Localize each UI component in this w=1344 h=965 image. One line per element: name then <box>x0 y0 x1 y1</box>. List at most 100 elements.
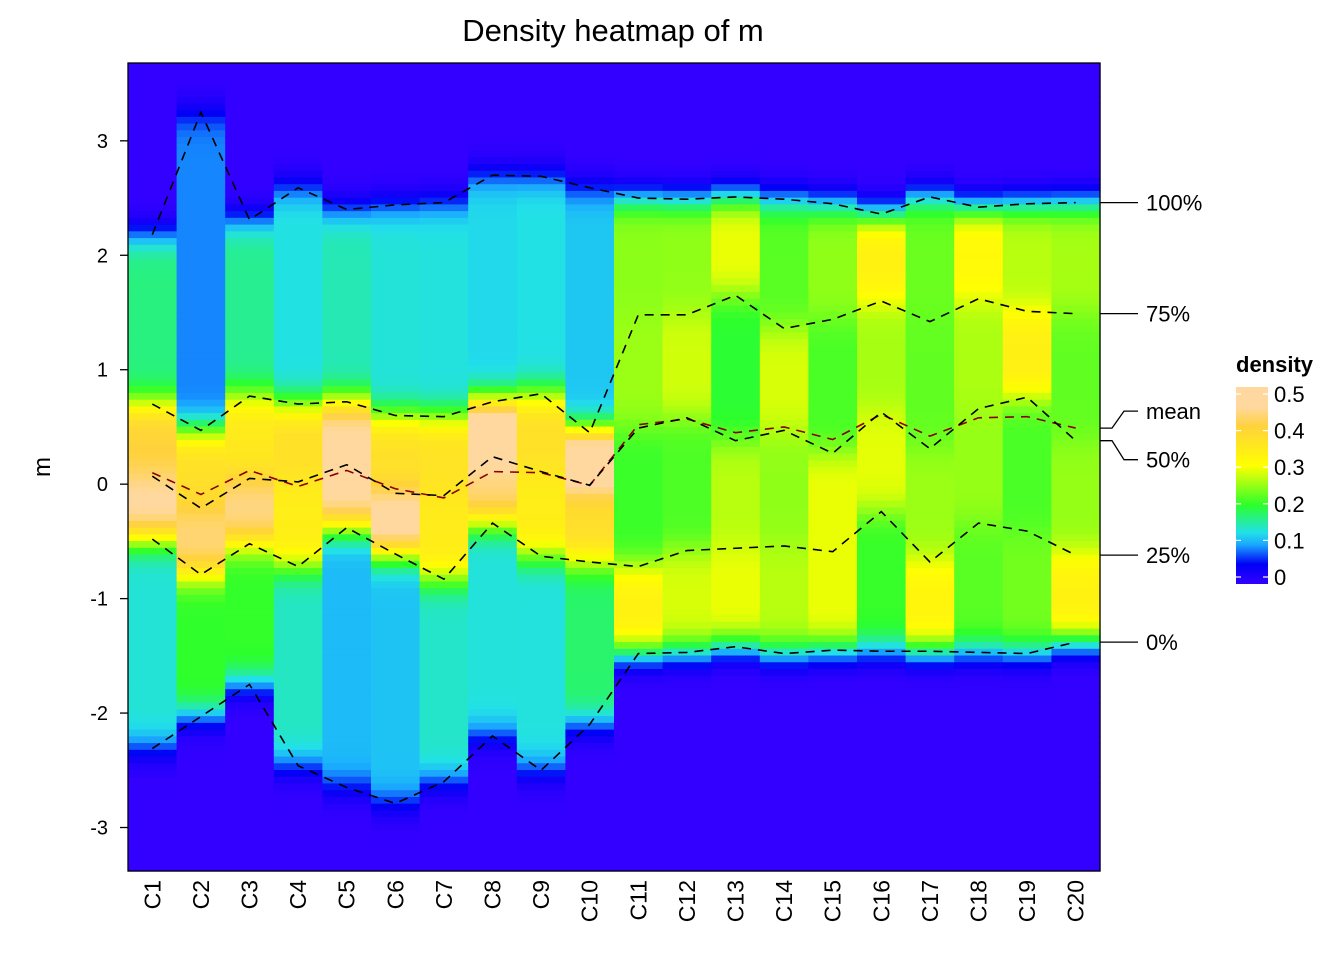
heatmap-cell <box>614 305 664 313</box>
heatmap-cell <box>565 514 615 522</box>
heatmap-cell <box>1051 150 1101 158</box>
heatmap-cell <box>371 190 421 199</box>
heatmap-cell <box>322 770 372 778</box>
heatmap-cell <box>1002 857 1052 865</box>
heatmap-cell <box>516 123 566 131</box>
heatmap-cell <box>322 776 372 785</box>
heatmap-cell <box>273 103 323 111</box>
heatmap-cell <box>371 514 421 522</box>
heatmap-cell <box>128 857 178 865</box>
legend-tick-label: 0 <box>1274 565 1286 590</box>
heatmap-cell <box>273 722 323 731</box>
heatmap-cell <box>1002 621 1052 630</box>
heatmap-cell <box>662 790 712 798</box>
heatmap-cell <box>225 541 275 549</box>
heatmap-cell <box>371 763 421 771</box>
heatmap-cell <box>662 514 712 522</box>
heatmap-cell <box>759 96 809 104</box>
heatmap-cell <box>905 359 955 367</box>
heatmap-cell <box>711 669 761 677</box>
heatmap-cell <box>808 372 858 381</box>
heatmap-cell <box>468 594 518 603</box>
heatmap-cell <box>711 170 761 179</box>
heatmap-cell <box>225 534 275 542</box>
heatmap-cell <box>516 480 566 488</box>
heatmap-cell <box>759 164 809 172</box>
heatmap-cell <box>1002 669 1052 677</box>
heatmap-cell <box>565 844 615 852</box>
heatmap-cell <box>371 157 421 165</box>
heatmap-cell <box>371 662 421 670</box>
heatmap-cell <box>808 130 858 138</box>
heatmap-cell <box>565 722 615 731</box>
heatmap-cell <box>128 137 178 145</box>
heatmap-cell <box>662 103 712 111</box>
heatmap-cell <box>176 756 226 764</box>
heatmap-cell <box>662 850 712 859</box>
heatmap-cell <box>565 224 615 232</box>
heatmap-cell <box>905 467 955 475</box>
heatmap-cell <box>176 157 226 165</box>
heatmap-cell <box>128 655 178 663</box>
heatmap-cell <box>905 615 955 623</box>
heatmap-cell <box>954 480 1004 488</box>
heatmap-cell <box>759 615 809 623</box>
heatmap-cell <box>711 244 761 253</box>
heatmap-cell <box>1002 137 1052 145</box>
x-tick-label: C7 <box>431 880 457 909</box>
heatmap-cell <box>759 251 809 259</box>
heatmap-cell <box>176 682 226 690</box>
heatmap-cell <box>808 864 858 872</box>
heatmap-cell <box>759 157 809 165</box>
heatmap-cell <box>954 69 1004 78</box>
heatmap-cell <box>808 561 858 569</box>
heatmap-cell <box>1051 157 1101 165</box>
heatmap-cell <box>468 123 518 131</box>
x-tick-label: C18 <box>966 880 992 922</box>
heatmap-cell <box>759 736 809 744</box>
heatmap-cell <box>954 682 1004 690</box>
heatmap-cell <box>468 823 518 832</box>
heatmap-cell <box>711 265 761 273</box>
heatmap-cell <box>176 790 226 798</box>
heatmap-cell <box>322 594 372 603</box>
heatmap-cell <box>857 648 907 657</box>
legend-tick-label: 0.3 <box>1274 455 1305 480</box>
heatmap-cell <box>516 103 566 111</box>
heatmap-cell <box>1002 601 1052 609</box>
heatmap-cell <box>1002 756 1052 764</box>
heatmap-cell <box>1002 453 1052 461</box>
heatmap-cell <box>468 453 518 461</box>
heatmap-cell <box>905 177 955 185</box>
heatmap-cell <box>905 487 955 495</box>
heatmap-cell <box>954 635 1004 643</box>
heatmap-cell <box>614 318 664 327</box>
heatmap-cell <box>711 850 761 859</box>
heatmap-cell <box>614 177 664 185</box>
heatmap-cell <box>662 211 712 219</box>
heatmap-cell <box>516 372 566 381</box>
heatmap-cell <box>225 588 275 596</box>
heatmap-cell <box>857 379 907 387</box>
heatmap-cell <box>1051 406 1101 414</box>
heatmap-cell <box>759 116 809 125</box>
heatmap-cell <box>516 709 566 717</box>
heatmap-cell <box>614 621 664 630</box>
heatmap-cell <box>614 426 664 434</box>
heatmap-cell <box>176 103 226 111</box>
heatmap-cell <box>614 716 664 724</box>
heatmap-cell <box>419 594 469 603</box>
heatmap-cell <box>225 473 275 482</box>
heatmap-cell <box>662 110 712 118</box>
heatmap-cell <box>905 716 955 724</box>
x-tick-label: C20 <box>1063 880 1089 922</box>
heatmap-cell <box>1051 332 1101 340</box>
heatmap-cell <box>419 662 469 670</box>
heatmap-cell <box>954 857 1004 865</box>
heatmap-cell <box>1051 211 1101 219</box>
heatmap-cell <box>565 689 615 697</box>
heatmap-cell <box>176 83 226 91</box>
heatmap-cell <box>516 467 566 475</box>
heatmap-cell <box>468 446 518 455</box>
heatmap-cell <box>322 426 372 434</box>
